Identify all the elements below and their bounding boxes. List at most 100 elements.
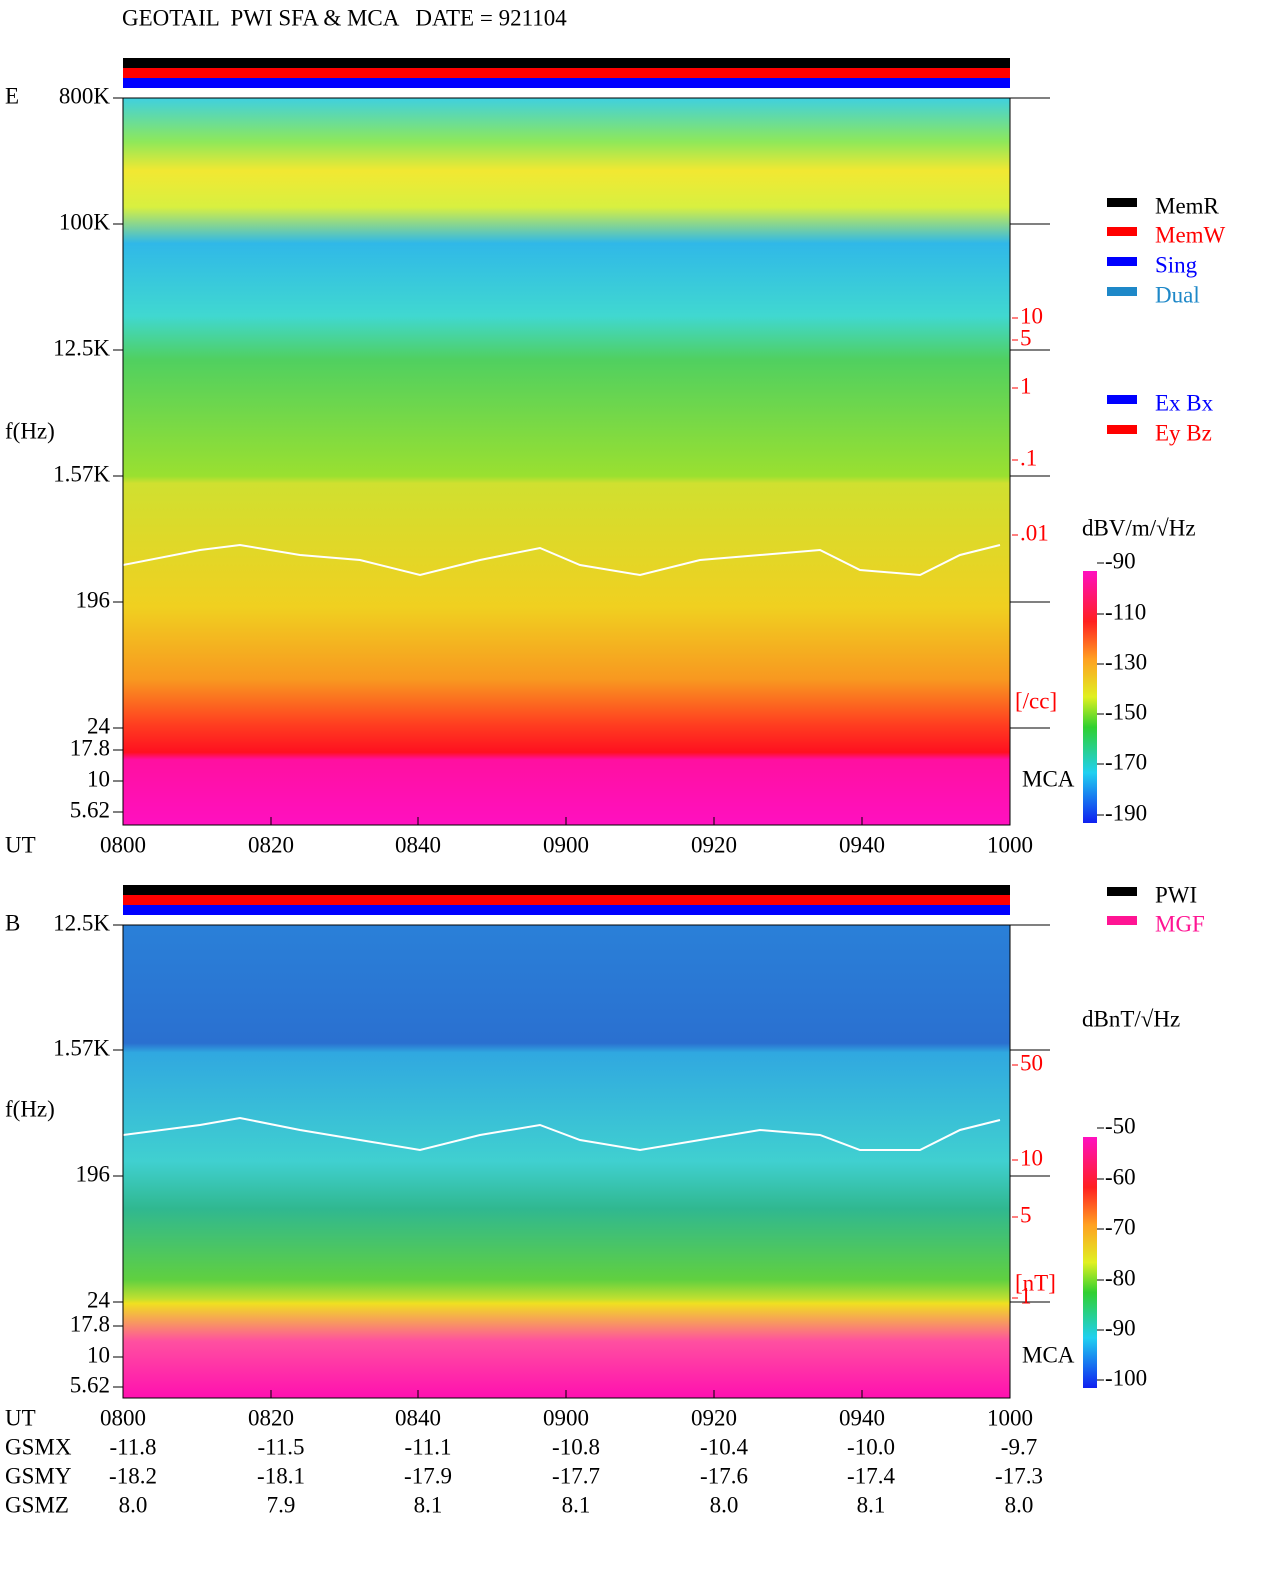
- x-tick-label: 0800: [100, 832, 146, 857]
- legend-label: MemW: [1155, 222, 1226, 247]
- legend-swatch: [1107, 287, 1137, 296]
- legend-label: Ex Bx: [1155, 390, 1214, 415]
- orbit-value: -11.1: [404, 1434, 451, 1459]
- legend-swatch: [1107, 395, 1137, 404]
- legend-swatch: [1107, 198, 1137, 207]
- colorbar-tick-label: -50: [1105, 1113, 1136, 1138]
- colorbar-tick-label: -190: [1105, 800, 1147, 825]
- y-tick-label: 5.62: [70, 1372, 110, 1397]
- density-unit: [/cc]: [1015, 688, 1057, 713]
- orbit-value: -17.9: [404, 1463, 452, 1488]
- colorbar-tick-label: -90: [1105, 1315, 1136, 1340]
- time-axis-label: UT: [5, 832, 36, 857]
- legend-label: Ey Bz: [1155, 420, 1212, 445]
- colorbar-label: dBnT/√Hz: [1082, 1006, 1180, 1031]
- mca-label: MCA: [1022, 766, 1075, 791]
- orbit-value: -18.2: [109, 1463, 157, 1488]
- colorbar-tick-label: -100: [1105, 1365, 1147, 1390]
- title: GEOTAIL PWI SFA & MCA DATE = 921104: [122, 5, 567, 30]
- y-tick-label: 17.8: [70, 735, 110, 760]
- orbit-value: 8.0: [119, 1492, 148, 1517]
- y-tick-label: 24: [87, 713, 111, 738]
- density-tick-label: 5: [1020, 325, 1032, 350]
- y-tick-label: 17.8: [70, 1311, 110, 1336]
- cyclotron-trace: [122, 1116, 1001, 1152]
- orbit-value: -18.1: [257, 1463, 305, 1488]
- density-tick-label: 10: [1020, 303, 1043, 328]
- x-tick-label: 0940: [839, 1405, 885, 1430]
- x-tick-label: 0900: [543, 832, 589, 857]
- orbit-label: GSMX: [5, 1434, 72, 1459]
- mode-bar: [123, 58, 1010, 68]
- panel-label: B: [5, 910, 20, 935]
- y-tick-label: 196: [76, 587, 111, 612]
- orbit-value: 8.1: [562, 1492, 591, 1517]
- y-tick-label: 10: [87, 766, 110, 791]
- orbit-value: -10.8: [552, 1434, 600, 1459]
- legend-label: Sing: [1155, 252, 1198, 277]
- orbit-value: -10.4: [700, 1434, 748, 1459]
- y-tick-label: 12.5K: [53, 910, 110, 935]
- orbit-value: -17.6: [700, 1463, 748, 1488]
- colorbar-tick-label: -110: [1105, 599, 1146, 624]
- colorbar-tick-label: -90: [1105, 548, 1136, 573]
- orbit-value: 7.9: [267, 1492, 296, 1517]
- cyclotron-trace: [122, 543, 1001, 577]
- legend-swatch: [1107, 887, 1137, 896]
- spectrogram-e: [123, 98, 1010, 825]
- orbit-value: -17.3: [995, 1463, 1043, 1488]
- y-tick-label: 196: [76, 1161, 111, 1186]
- orbit-value: -17.7: [552, 1463, 600, 1488]
- x-tick-label: 0920: [691, 1405, 737, 1430]
- mode-bar: [123, 78, 1010, 88]
- axis-label: f(Hz): [5, 418, 55, 443]
- colorbar-tick-label: -80: [1105, 1265, 1136, 1290]
- x-tick-label: 0940: [839, 832, 885, 857]
- panel-label: E: [5, 83, 19, 108]
- mode-bar: [123, 895, 1010, 905]
- legend-label: Dual: [1155, 282, 1200, 307]
- time-axis-label: UT: [5, 1405, 36, 1430]
- orbit-label: GSMY: [5, 1463, 72, 1488]
- axis-label: f(Hz): [5, 1096, 55, 1121]
- orbit-value: -11.8: [109, 1434, 156, 1459]
- y-tick-label: 10: [87, 1342, 110, 1367]
- colorbar-tick-label: -150: [1105, 699, 1147, 724]
- colorbar-label: dBV/m/√Hz: [1082, 515, 1196, 540]
- density-unit: [nT]: [1015, 1270, 1056, 1295]
- density-tick-label: 5: [1020, 1202, 1032, 1227]
- mca-label: MCA: [1022, 1342, 1075, 1367]
- orbit-value: -9.7: [1001, 1434, 1037, 1459]
- mode-bar: [123, 905, 1010, 915]
- density-tick-label: 10: [1020, 1145, 1043, 1170]
- x-tick-label: 1000: [987, 1405, 1033, 1430]
- legend-label: PWI: [1155, 882, 1197, 907]
- legend-swatch: [1107, 916, 1137, 925]
- y-tick-label: 12.5K: [53, 335, 110, 360]
- plot-frame: [122, 97, 1011, 826]
- orbit-value: -11.5: [257, 1434, 304, 1459]
- legend-swatch: [1107, 257, 1137, 266]
- y-tick-label: 1.57K: [53, 1035, 110, 1060]
- density-tick-label: .01: [1020, 520, 1049, 545]
- colorbar-tick-label: -130: [1105, 649, 1147, 674]
- colorbar-tick-label: -70: [1105, 1214, 1136, 1239]
- y-tick-label: 1.57K: [53, 461, 110, 486]
- density-tick-label: 1: [1020, 373, 1032, 398]
- mode-bar: [123, 885, 1010, 895]
- y-tick-label: 5.62: [70, 797, 110, 822]
- x-tick-label: 0920: [691, 832, 737, 857]
- x-tick-label: 0820: [248, 832, 294, 857]
- orbit-value: 8.0: [1005, 1492, 1034, 1517]
- orbit-value: -10.0: [847, 1434, 895, 1459]
- orbit-value: 8.1: [414, 1492, 443, 1517]
- orbit-value: -17.4: [847, 1463, 895, 1488]
- density-tick-label: 50: [1020, 1050, 1043, 1075]
- legend-label: MGF: [1155, 911, 1205, 936]
- spectrogram-b: [123, 925, 1010, 1398]
- x-tick-label: 1000: [987, 832, 1033, 857]
- legend-swatch: [1107, 425, 1137, 434]
- colorbar-tick-label: -60: [1105, 1164, 1136, 1189]
- orbit-value: 8.0: [710, 1492, 739, 1517]
